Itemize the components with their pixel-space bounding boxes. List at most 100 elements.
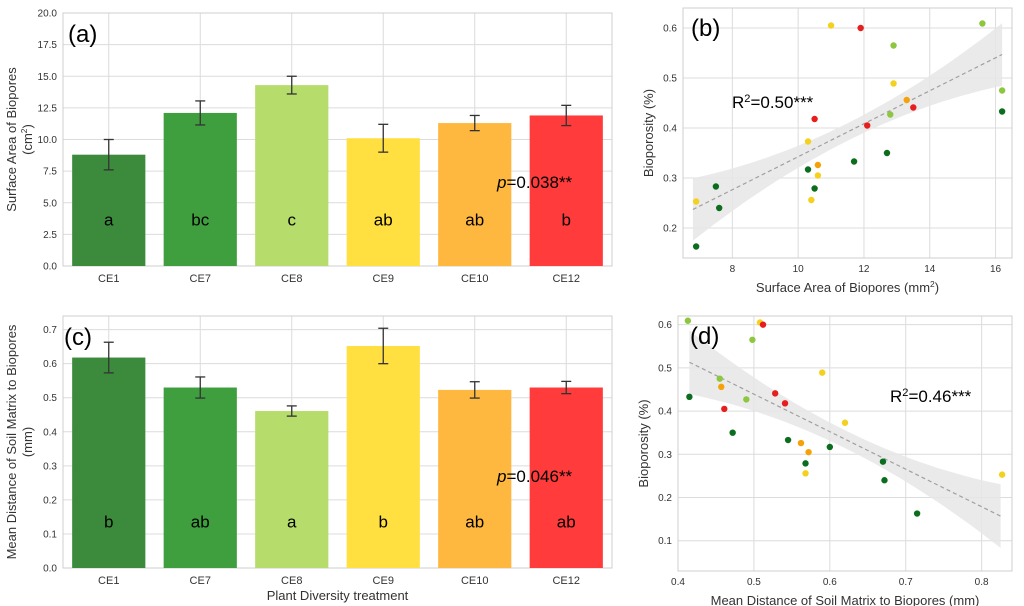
x-tick-label: CE9 [373,273,394,285]
confidence-band [689,330,1001,548]
scatter-point [712,183,720,190]
scatter-point [890,80,897,87]
y-tick-label: 20.0 [38,9,58,20]
plot-frame [677,315,1013,572]
panel-b: 0.2 0.3 0.4 0.5 0.6 8 10 12 14 16 (b) R2=0.50*** Bio… [641,7,1013,295]
x-tick-label: 0.5 [747,577,761,588]
x-tick-label: 0.8 [975,577,989,588]
significance-letter: b [562,211,571,230]
plot-frame [62,12,613,267]
scatter-point [749,336,756,343]
y-tick-label: 0.3 [663,174,677,185]
panel-c: 0.0 0.1 0.2 0.3 0.4 0.5 0.6 0.7 b CE1 ab CE7 a CE8 b CE… [4,315,613,603]
y-tick-label: 15.0 [38,72,58,83]
y-tick-label: 7.5 [43,167,57,178]
scatter-point [998,108,1006,115]
x-tick-label: CE10 [461,273,489,285]
scatter-point [804,138,812,145]
y-axis-label: Bioporosity (%) [641,89,656,177]
bar-ce12 [529,387,603,568]
significance-letter: ab [374,211,393,230]
scatter-point [850,158,858,165]
x-tick-label: CE12 [552,273,580,285]
significance-letter: ab [557,513,576,532]
y-tick-label: 0.5 [658,363,672,374]
scatter-point [841,419,849,426]
significance-letter: ab [465,513,484,532]
y-axis-label: Surface Area of Biopores [4,67,19,212]
y-tick-label: 0.0 [43,564,57,575]
significance-letter: b [104,513,113,532]
bar-ce9 [346,345,420,568]
panel-label: (a) [68,21,97,48]
bar-ce7 [163,387,237,568]
scatter-point [781,400,789,407]
significance-letter: ab [191,513,210,532]
y-tick-label: 0.1 [658,536,672,547]
scatter-point [826,443,834,451]
x-axis-label: Plant Diversity treatment [267,588,409,603]
scatter-point [684,317,692,324]
scatter-point [890,42,897,49]
y-tick-label: 0.5 [663,74,677,85]
plot-frame [682,7,1013,259]
y-tick-label: 0.4 [663,124,677,135]
x-tick-label: CE1 [98,273,119,285]
scatter-point [802,460,809,467]
r-squared-annotation: R2=0.50*** [732,93,814,112]
scatter-point [718,383,725,391]
scatter-point [879,458,887,465]
scatter-point [903,96,910,104]
scatter-point [805,448,812,456]
y-tick-label: 0.1 [43,529,57,540]
confidence-band [692,23,1003,241]
bar-ce12 [529,115,603,266]
y-tick-label: 12.5 [38,103,58,114]
scatter-point [814,161,822,169]
scatter-point [883,149,891,157]
y-axis-unit: (mm) [20,427,35,457]
scatter-point [686,393,693,401]
y-tick-label: 5.0 [43,198,57,209]
significance-letter: a [104,211,114,230]
bar-ce7 [163,112,237,266]
y-tick-label: 0.4 [658,407,672,418]
bar-ce10 [438,123,512,267]
regression-line [689,361,1001,517]
y-tick-label: 0.7 [43,325,57,336]
significance-letter: c [288,211,297,230]
y-tick-label: 0.5 [43,393,57,404]
panel-a: 0.02.55.07.510.012.515.017.520.0aCE1bcCE… [4,9,613,285]
scatter-point [692,243,700,250]
x-axis-label: Mean Distance of Soil Matrix to Biopores… [711,593,980,606]
y-tick-label: 0.6 [663,24,677,35]
y-tick-label: 0.4 [43,427,57,438]
y-tick-label: 0.0 [43,262,57,273]
scatter-point [814,172,822,179]
p-value-annotation: p=0.038** [496,173,573,192]
regression-line [692,53,1003,211]
scatter-point [797,439,805,447]
scatter-point [716,375,723,382]
y-tick-label: 17.5 [38,40,58,51]
scatter-point [857,24,864,32]
scatter-point [998,87,1006,94]
y-axis-label: Mean Distance of Soil Matrix to Biopores [4,324,19,559]
scatter-point [811,185,818,192]
panel-d: 0.1 0.2 0.3 0.4 0.5 0.6 0.4 0.5 0.6 0.7 0.8 (d) R2=0… [636,315,1013,606]
x-tick-label: 0.6 [823,577,837,588]
scatter-point [715,204,723,212]
scatter-point [804,166,812,173]
x-tick-label: CE10 [461,575,489,587]
r-squared-annotation: R2=0.46*** [890,387,972,406]
y-axis-unit: (cm2) [19,124,35,155]
x-tick-label: CE9 [373,575,394,587]
x-tick-label: CE8 [281,575,302,587]
y-tick-label: 0.3 [43,461,57,472]
scatter-point [692,198,700,205]
scatter-point [913,510,921,517]
scatter-point [784,436,792,444]
x-tick-label: 16 [990,264,1002,275]
x-tick-label: CE7 [190,575,211,587]
y-tick-label: 10.0 [38,135,58,146]
